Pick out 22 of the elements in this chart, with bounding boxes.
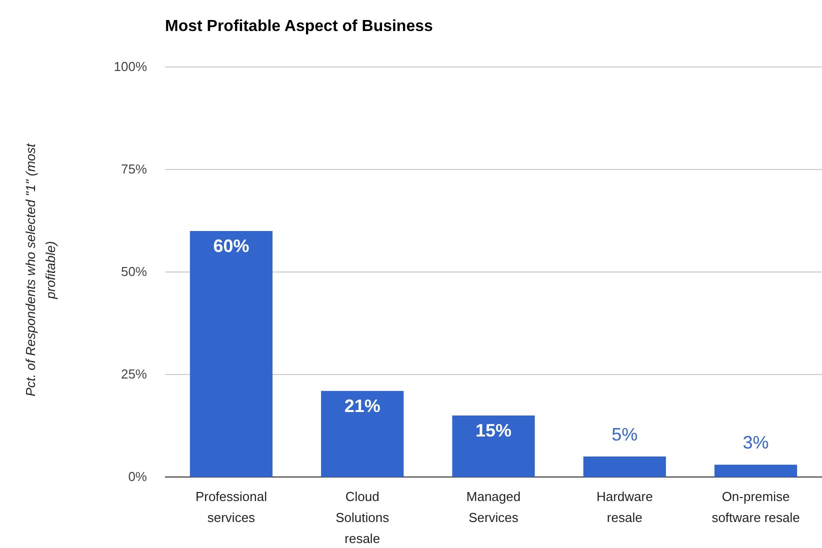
- x-tick-label: On-premise software resale: [712, 489, 800, 525]
- bar: [583, 456, 666, 477]
- data-label: 60%: [213, 236, 250, 256]
- x-tick-label: Managed Services: [466, 489, 521, 525]
- y-tick-label: 0%: [128, 469, 148, 484]
- x-tick-label: Hardware resale: [596, 489, 653, 525]
- bar: [714, 464, 798, 477]
- y-tick-label: 100%: [114, 59, 148, 74]
- chart-title: Most Profitable Aspect of Business: [165, 18, 433, 35]
- bar: [452, 416, 535, 477]
- data-label: 15%: [475, 420, 512, 440]
- x-tick-label: Professional services: [195, 489, 268, 525]
- data-label: 3%: [742, 432, 769, 453]
- bar: [190, 231, 273, 477]
- y-tick-label: 25%: [120, 366, 148, 382]
- y-tick-label: 75%: [120, 162, 148, 177]
- data-label: 5%: [612, 424, 638, 444]
- bar: [321, 390, 404, 477]
- data-label: 21%: [344, 396, 380, 416]
- y-axis-title: Pct. of Respondents who selected "1" (most profitable): [23, 142, 58, 396]
- x-tick-label: Cloud Solutions resale: [336, 489, 390, 546]
- y-tick-label: 50%: [120, 264, 148, 280]
